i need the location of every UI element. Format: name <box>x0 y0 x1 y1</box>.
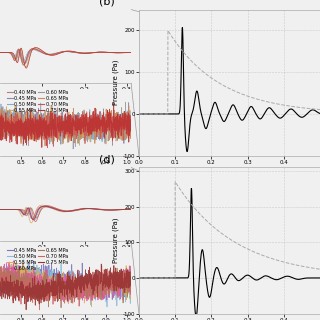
Y-axis label: Pressure (Pa): Pressure (Pa) <box>113 60 119 105</box>
Legend: 0.40 MPa, 0.45 MPa, 0.50 MPa, 0.55 MPa, 0.60 MPa, 0.65 MPa, 0.70 MPa, 0.75 MPa: 0.40 MPa, 0.45 MPa, 0.50 MPa, 0.55 MPa, … <box>5 88 70 115</box>
Text: (b): (b) <box>99 0 115 7</box>
Text: (d): (d) <box>99 155 115 164</box>
Y-axis label: Pressure (Pa): Pressure (Pa) <box>113 218 119 263</box>
Legend: 0.45 MPa, 0.50 MPa, 0.55 MPa, 0.60 MPa, 0.65 MPa, 0.70 MPa, 0.75 MPa: 0.45 MPa, 0.50 MPa, 0.55 MPa, 0.60 MPa, … <box>5 246 70 273</box>
X-axis label: Time (s): Time (s) <box>52 166 80 173</box>
